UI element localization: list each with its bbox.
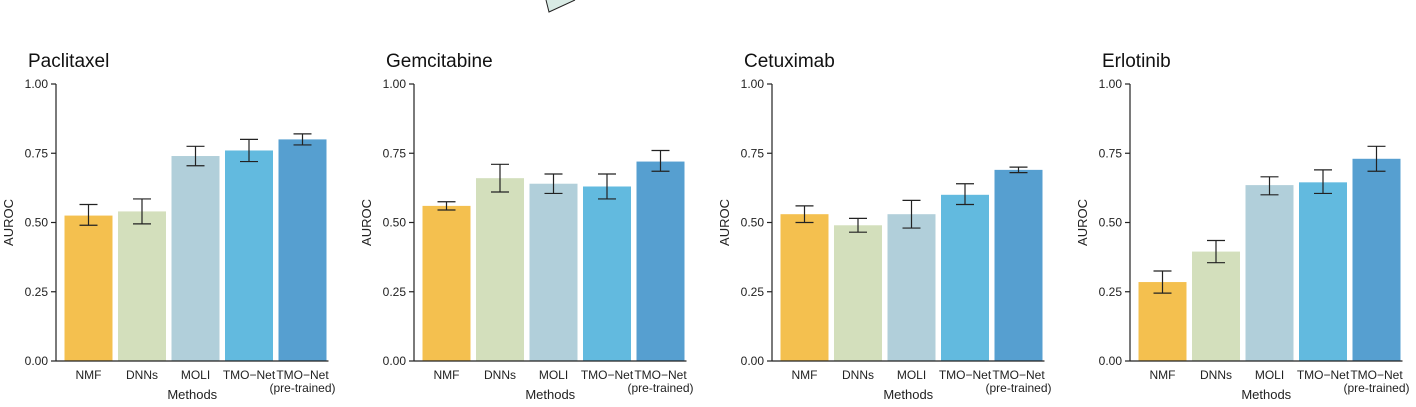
bar-tmo-net [225,150,273,361]
x-axis-title: Methods [883,387,933,402]
top-decorative-shape [545,0,576,13]
x-tick-label: TMO−Net [1350,368,1403,382]
x-tick-label: TMO−Net [276,368,329,382]
y-tick-label: 0.25 [25,285,49,299]
y-axis-title: AUROC [359,199,374,246]
chart-panel-paclitaxel: Paclitaxel NMF DNNs MOLI TMO−Net TMO−Net(pre-… [1,51,336,402]
x-tick-label: TMO−Net [581,368,634,382]
bar-moli [171,156,220,361]
bar-tmo-net-pre-trained- [636,161,685,361]
x-tick-label: NMF [792,368,818,382]
x-tick-label: DNNs [1200,368,1232,382]
x-axis-title: Methods [525,387,575,402]
y-tick-label: 1.00 [1099,77,1123,91]
y-tick-label: 1.00 [25,77,49,91]
y-tick-label: 0.00 [741,354,765,368]
bar-tmo-net [583,186,631,361]
bar-tmo-net-pre-trained- [1352,158,1401,361]
chart-title: Gemcitabine [386,51,493,72]
bar-tmo-net [941,194,989,361]
chart-panel-gemcitabine: Gemcitabine NMF DNNs MOLI TMO−Net TMO−Net(pre… [359,51,694,402]
x-tick-label: DNNs [484,368,516,382]
y-tick-label: 1.00 [741,77,765,91]
y-axis-title: AUROC [1,199,16,246]
y-tick-label: 0.00 [1099,354,1123,368]
chart-panel-cetuximab: Cetuximab NMF DNNs MOLI TMO−Net TMO−Net(pre-t… [717,51,1052,402]
y-tick-label: 0.75 [1099,146,1123,160]
bar-tmo-net-pre-trained- [278,139,327,361]
x-tick-label: DNNs [842,368,874,382]
y-tick-label: 0.00 [383,354,407,368]
x-tick-label: DNNs [126,368,158,382]
x-tick-label: NMF [76,368,102,382]
x-tick-label: (pre-trained) [627,381,693,395]
bar-nmf [1138,282,1187,361]
bar-dnns [1192,251,1240,361]
x-axis-title: Methods [167,387,217,402]
y-tick-label: 0.25 [741,285,765,299]
x-tick-label: (pre-trained) [269,381,335,395]
x-axis-title: Methods [1241,387,1291,402]
y-tick-label: 0.50 [383,216,407,230]
x-tick-label: TMO−Net [939,368,992,382]
y-axis-title: AUROC [717,199,732,246]
bar-dnns [118,211,166,361]
x-tick-label: NMF [1150,368,1176,382]
x-tick-label: MOLI [181,368,210,382]
x-tick-label: MOLI [539,368,568,382]
y-tick-label: 0.25 [383,285,407,299]
chart-title: Erlotinib [1102,51,1171,72]
y-axis-title: AUROC [1075,199,1090,246]
chart-title: Paclitaxel [28,51,109,72]
chart-panel-erlotinib: Erlotinib NMF DNNs MOLI TMO−Net TMO−Net(pre-t… [1075,51,1410,402]
x-tick-label: TMO−Net [634,368,687,382]
bar-tmo-net [1299,182,1347,361]
bar-moli [529,183,578,361]
x-tick-label: TMO−Net [1297,368,1350,382]
y-tick-label: 0.75 [383,146,407,160]
chart-title: Cetuximab [744,51,835,72]
bar-nmf [780,214,829,361]
bar-dnns [834,225,882,361]
x-tick-label: MOLI [1255,368,1284,382]
bar-moli [887,214,936,361]
y-tick-label: 0.75 [741,146,765,160]
bar-nmf [422,205,471,361]
x-tick-label: TMO−Net [223,368,276,382]
x-tick-label: NMF [434,368,460,382]
x-tick-label: MOLI [897,368,926,382]
bar-dnns [476,178,524,361]
bar-moli [1245,185,1294,361]
y-tick-label: 0.75 [25,146,49,160]
y-tick-label: 0.50 [741,216,765,230]
x-tick-label: (pre-trained) [1343,381,1409,395]
y-tick-label: 1.00 [383,77,407,91]
x-tick-label: TMO−Net [992,368,1045,382]
y-tick-label: 0.00 [25,354,49,368]
bar-nmf [64,215,113,361]
y-tick-label: 0.50 [1099,216,1123,230]
bar-tmo-net-pre-trained- [994,169,1043,361]
y-tick-label: 0.50 [25,216,49,230]
x-tick-label: (pre-trained) [985,381,1051,395]
y-tick-label: 0.25 [1099,285,1123,299]
